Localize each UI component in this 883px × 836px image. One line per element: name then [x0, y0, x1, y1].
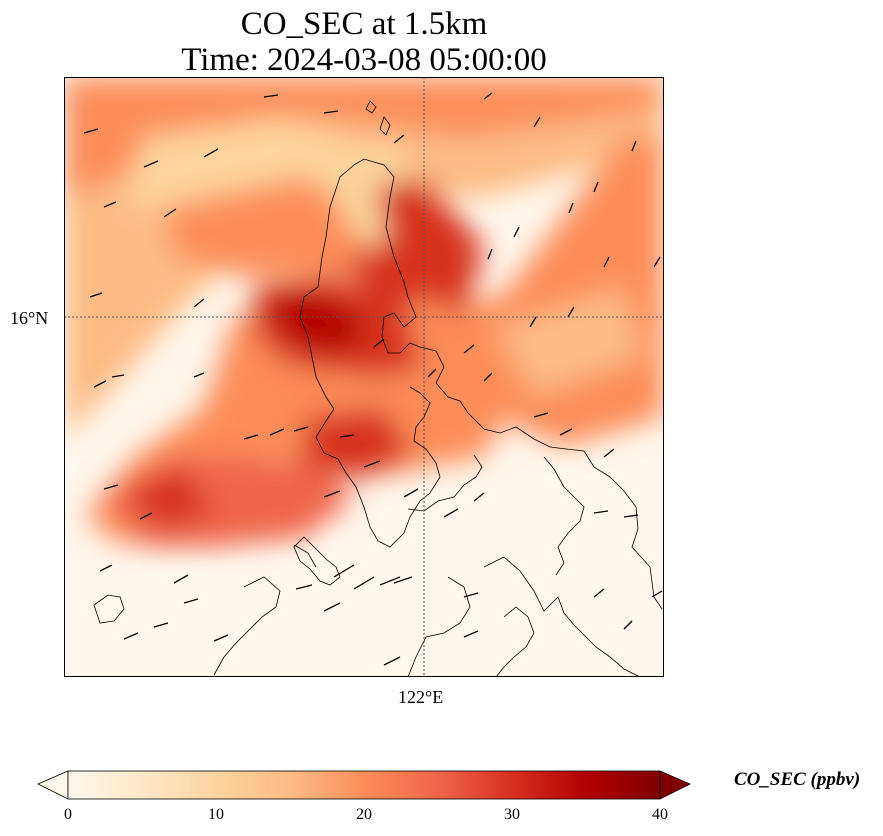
- colorbar-label: CO_SEC (ppbv): [734, 769, 861, 790]
- map-subtitle: Time: 2024-03-08 05:00:00: [181, 42, 547, 78]
- colorbar-extend-max: [659, 770, 691, 800]
- colorbar-tick-10: 10: [208, 806, 224, 823]
- colorbar-tick-20: 20: [356, 806, 372, 823]
- colorbar-tick-30: 30: [504, 806, 520, 823]
- colorbar-extend-min: [37, 770, 69, 800]
- colorbar-tick-40: 40: [652, 806, 668, 823]
- lat-tick-label: 16°N: [10, 308, 49, 328]
- colorbar-gradient: [67, 770, 661, 800]
- coastlines: [93, 100, 663, 677]
- wind-vectors: [83, 92, 663, 666]
- colorbar-tick-0: 0: [64, 806, 72, 823]
- map-title: CO_SEC at 1.5km: [240, 6, 488, 42]
- lon-tick-label: 122°E: [398, 687, 444, 707]
- colorbar: [37, 770, 691, 800]
- map-plot: [64, 77, 664, 677]
